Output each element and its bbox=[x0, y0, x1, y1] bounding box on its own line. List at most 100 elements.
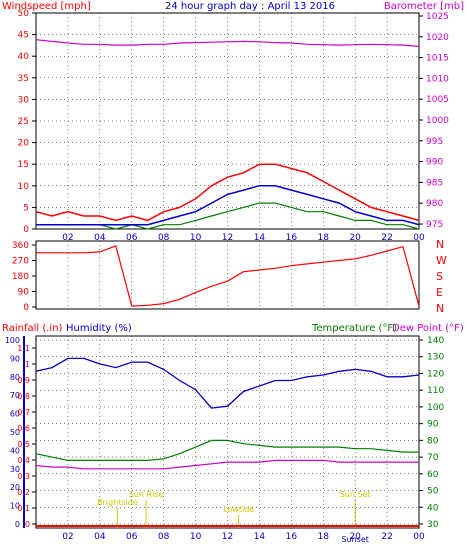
barometer-tick-label: 1020 bbox=[426, 33, 449, 43]
rainfall-tick-label: 0.5 bbox=[17, 440, 30, 449]
barometer-tick-label: 1025 bbox=[426, 12, 449, 22]
windspeed-tick-label: 15 bbox=[18, 160, 29, 170]
humidity-tick-label: 70 bbox=[10, 391, 20, 400]
x-tick-label: 04 bbox=[94, 532, 106, 542]
direction-tick-label: 360 bbox=[12, 241, 29, 251]
humidity-axis-label: Humidity (%) bbox=[66, 323, 132, 334]
windspeed-tick-label: 10 bbox=[18, 182, 30, 192]
windspeed-tick-label: 20 bbox=[18, 139, 30, 149]
windspeed-tick-label: 30 bbox=[18, 95, 30, 105]
humidity-tick-label: 90 bbox=[10, 354, 20, 363]
humidity-tick-label: 40 bbox=[10, 446, 20, 455]
x-tick-label: 04 bbox=[94, 233, 106, 243]
event-label: Sun Rise bbox=[129, 490, 164, 499]
humidity-tick-label: 0 bbox=[15, 520, 20, 529]
windspeed-line bbox=[35, 163, 420, 222]
x-tick-label: 00 bbox=[413, 233, 425, 243]
direction-tick-label: 90 bbox=[18, 288, 30, 298]
x-tick-label: 18 bbox=[318, 233, 330, 243]
temperature-tick-label: 130 bbox=[427, 353, 444, 363]
rainfall-tick-label: 1.1 bbox=[17, 344, 30, 353]
barometer-tick-label: 1015 bbox=[426, 54, 449, 64]
x-tick-label: 02 bbox=[62, 532, 73, 542]
x-tick-label: 06 bbox=[126, 233, 138, 243]
humidity-tick-label: 10 bbox=[10, 502, 20, 511]
barometer-line bbox=[35, 39, 420, 47]
temperature-tick-label: 80 bbox=[427, 436, 439, 446]
x-tick-label: 08 bbox=[158, 233, 170, 243]
barometer-axis-label: Barometer [mb] bbox=[384, 1, 464, 12]
temperature-tick-label: 50 bbox=[427, 487, 439, 497]
x-tick-label: 08 bbox=[158, 532, 170, 542]
rainfall-tick-label: 0.1 bbox=[17, 504, 30, 513]
barometer-tick-label: 985 bbox=[426, 178, 443, 188]
x-tick-label: 16 bbox=[286, 233, 298, 243]
windspeed-axis-label: Windspeed [mph] bbox=[2, 1, 91, 12]
barometer-tick-label: 975 bbox=[426, 220, 443, 230]
compass-label: N bbox=[436, 302, 444, 315]
temperature-tick-label: 90 bbox=[427, 420, 439, 430]
x-tick-label: 22 bbox=[381, 532, 392, 542]
humidity-tick-label: 100 bbox=[5, 336, 20, 345]
compass-label: E bbox=[436, 286, 443, 299]
windspeed-tick-label: 35 bbox=[18, 74, 29, 84]
rainfall-tick-label: 0.6 bbox=[17, 424, 30, 433]
wind-direction-line bbox=[36, 245, 420, 307]
humidity-line bbox=[35, 357, 420, 409]
humidity-tick-label: 80 bbox=[10, 373, 20, 382]
x-tick-label: 06 bbox=[126, 532, 138, 542]
wind-average-line bbox=[36, 185, 420, 226]
direction-tick-label: 0 bbox=[23, 303, 29, 313]
temperature-tick-label: 60 bbox=[427, 470, 439, 480]
barometer-tick-label: 1000 bbox=[426, 116, 449, 126]
barometer-tick-label: 980 bbox=[426, 199, 443, 209]
compass-label: W bbox=[436, 254, 447, 267]
barometer-tick-label: 990 bbox=[426, 158, 443, 168]
temperature-line bbox=[35, 439, 419, 461]
x-tick-label: 02 bbox=[62, 233, 73, 243]
x-tick-label: 20 bbox=[349, 532, 361, 542]
humidity-tick-label: 50 bbox=[10, 428, 20, 437]
rainfall-tick-label: 0.2 bbox=[17, 488, 30, 497]
dewpoint-axis-label: Dew Point (°F) bbox=[392, 323, 464, 334]
rainfall-axis-label: Rainfall (.in) bbox=[2, 323, 63, 334]
rainfall-tick-label: 0.8 bbox=[17, 392, 30, 401]
windspeed-tick-label: 45 bbox=[18, 31, 29, 41]
compass-label: S bbox=[436, 270, 443, 283]
direction-tick-label: 270 bbox=[12, 257, 29, 267]
x-tick-label: 00 bbox=[413, 532, 425, 542]
temperature-tick-label: 40 bbox=[427, 503, 439, 513]
x-tick-label: 22 bbox=[381, 233, 392, 243]
x-tick-label: 10 bbox=[190, 233, 202, 243]
humidity-tick-label: 60 bbox=[10, 410, 20, 419]
temperature-tick-label: 70 bbox=[427, 453, 439, 463]
temperature-tick-label: 110 bbox=[427, 386, 444, 396]
temperature-tick-label: 100 bbox=[427, 403, 444, 413]
x-tick-label: 14 bbox=[254, 233, 266, 243]
chart-title: 24 hour graph day : April 13 2016 bbox=[165, 1, 335, 12]
rainfall-tick-label: 0.9 bbox=[17, 376, 30, 385]
event-label: Sun Set bbox=[340, 490, 371, 499]
x-tick-label: 20 bbox=[349, 233, 361, 243]
humidity-tick-label: 20 bbox=[10, 483, 20, 492]
x-tick-label: 18 bbox=[318, 532, 330, 542]
temperature-tick-label: 140 bbox=[427, 336, 444, 346]
x-tick-label: 10 bbox=[190, 532, 202, 542]
rainfall-tick-label: 1 bbox=[25, 360, 30, 369]
windspeed-tick-label: 0 bbox=[23, 225, 29, 235]
rainfall-tick-label: 0 bbox=[25, 520, 30, 529]
windspeed-tick-label: 5 bbox=[23, 203, 29, 213]
rainfall-tick-label: 0.3 bbox=[17, 472, 30, 481]
rainfall-tick-label: 0.4 bbox=[17, 456, 30, 465]
windspeed-tick-label: 50 bbox=[18, 9, 30, 19]
direction-panel-frame bbox=[35, 240, 420, 310]
x-tick-label: 14 bbox=[254, 532, 266, 542]
compass-label: N bbox=[436, 238, 444, 251]
temperature-tick-label: 30 bbox=[427, 520, 439, 530]
barometer-tick-label: 1010 bbox=[426, 74, 449, 84]
x-tick-label: 16 bbox=[286, 532, 298, 542]
temperature-tick-label: 120 bbox=[427, 369, 444, 379]
x-tick-label: 12 bbox=[222, 233, 233, 243]
